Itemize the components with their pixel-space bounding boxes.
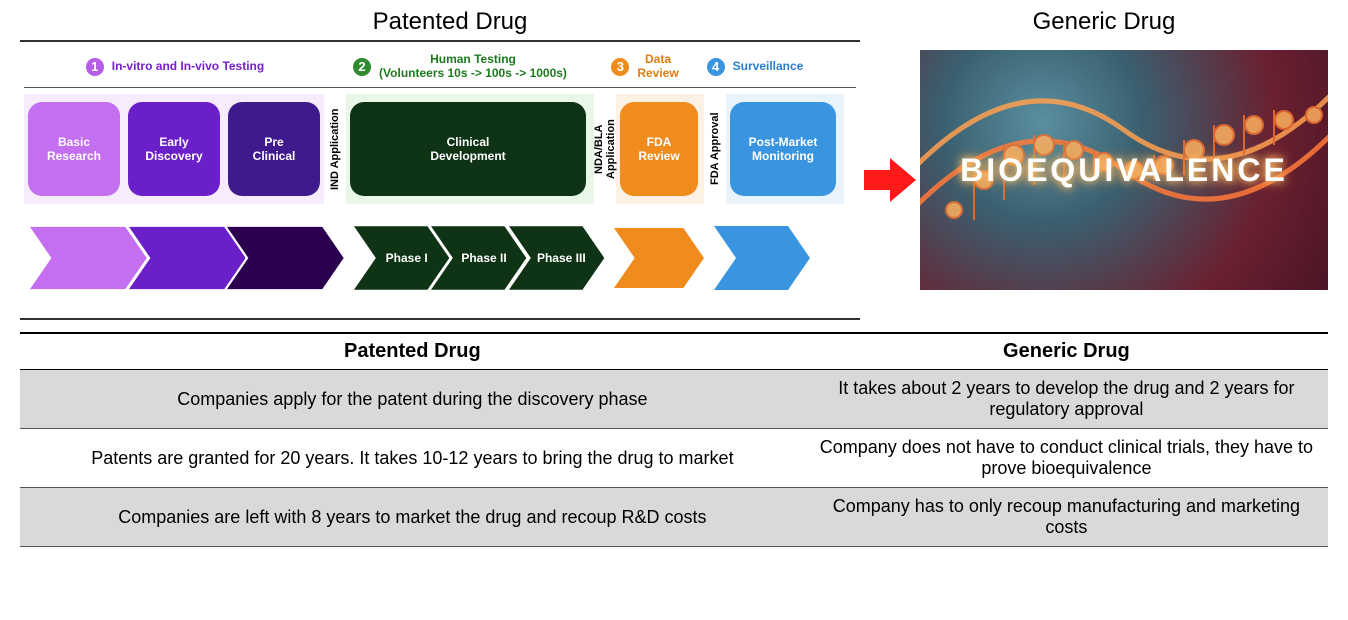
chevron-icon — [714, 226, 810, 290]
chevron-icon — [614, 226, 704, 290]
table-row: Patents are granted for 20 years. It tak… — [20, 429, 1328, 488]
table-cell: Companies apply for the patent during th… — [20, 370, 805, 429]
gate-label: FDA Approval — [704, 94, 726, 204]
gate-label: NDA/BLA Application — [594, 94, 616, 204]
section-header-1: 1 In-vitro and In-vivo Testing — [24, 46, 324, 87]
title-patented: Patented Drug — [20, 8, 880, 36]
stage-box: Basic Research — [28, 102, 120, 196]
bioequivalence-label: BIOEQUIVALENCE — [960, 152, 1288, 189]
chevron-label: Phase I — [376, 251, 428, 265]
chevron-section — [704, 218, 814, 298]
stage-section: Post-Market Monitoring — [726, 94, 844, 204]
title-generic: Generic Drug — [880, 8, 1328, 36]
stage-box: Clinical Development — [350, 102, 586, 196]
section-header-4: 4 Surveillance — [694, 46, 814, 87]
comparison-table: Patented DrugGeneric Drug Companies appl… — [20, 332, 1328, 547]
table-header: Patented Drug — [20, 333, 805, 370]
table-row: Companies apply for the patent during th… — [20, 370, 1328, 429]
section-header-2: 2 Human Testing (Volunteers 10s -> 100s -… — [324, 46, 594, 87]
pipeline-diagram: 1 In-vitro and In-vivo Testing 2 Human Test… — [20, 40, 860, 320]
section-label: Human Testing (Volunteers 10s -> 100s ->… — [379, 53, 567, 79]
section-label: In-vitro and In-vivo Testing — [112, 60, 264, 73]
table-row: Companies are left with 8 years to marke… — [20, 488, 1328, 547]
stage-box: Post-Market Monitoring — [730, 102, 836, 196]
chevron-section — [604, 218, 704, 298]
section-header-3: 3 Data Review — [594, 46, 694, 87]
section-badge-3: 3 — [609, 56, 631, 78]
table-cell: Companies are left with 8 years to marke… — [20, 488, 805, 547]
table-cell: Patents are granted for 20 years. It tak… — [20, 429, 805, 488]
table-cell: Company does not have to conduct clinica… — [805, 429, 1328, 488]
stage-section: Basic ResearchEarly DiscoveryPre Clinica… — [24, 94, 324, 204]
chevron-section: Phase I Phase II Phase III — [344, 218, 604, 298]
table-header: Generic Drug — [805, 333, 1328, 370]
section-badge-4: 4 — [705, 56, 727, 78]
chevron-label: Phase III — [527, 251, 586, 265]
stage-box: Pre Clinical — [228, 102, 320, 196]
chevron-icon — [227, 226, 344, 290]
chevron-label: Phase II — [451, 251, 506, 265]
table-cell: Company has to only recoup manufacturing… — [805, 488, 1328, 547]
gate-label: IND Application — [324, 94, 346, 204]
chevron-icon: Phase III — [509, 226, 604, 290]
stage-box: Early Discovery — [128, 102, 220, 196]
chevron-section — [24, 218, 344, 298]
table-cell: It takes about 2 years to develop the dr… — [805, 370, 1328, 429]
stage-section: Clinical Development — [346, 94, 594, 204]
section-label: Data Review — [637, 53, 678, 79]
stage-section: FDA Review — [616, 94, 704, 204]
section-badge-1: 1 — [84, 56, 106, 78]
stage-box: FDA Review — [620, 102, 698, 196]
arrow-to-generic — [860, 40, 920, 320]
bioequivalence-image: BIOEQUIVALENCE — [920, 50, 1328, 290]
section-label: Surveillance — [733, 60, 804, 73]
section-badge-2: 2 — [351, 56, 373, 78]
